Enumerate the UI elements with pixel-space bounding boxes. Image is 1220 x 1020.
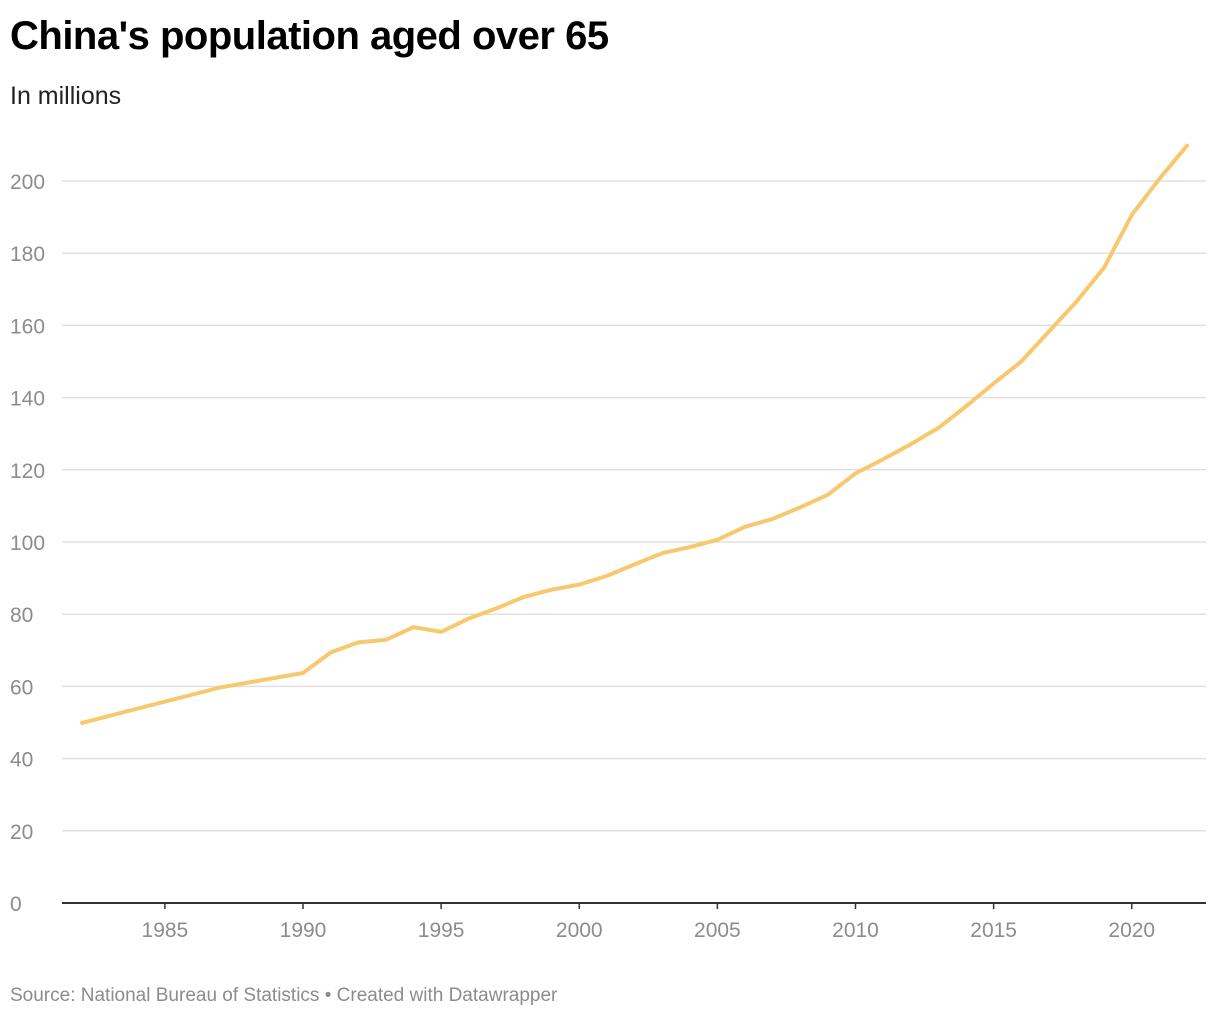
series-line-0 [80,143,1189,725]
chart-subtitle: In millions [10,82,122,110]
x-tick-label-1995: 1995 [418,919,465,942]
source-footer: Source: National Bureau of Statistics • … [10,985,558,1006]
x-axis-labels: 1985 1990 1995 2000 2005 2010 2015 2020 [142,919,1156,942]
y-tick-label-200: 200 [10,171,45,194]
x-tick-label-2020: 2020 [1108,919,1155,942]
chart-title: China's population aged over 65 [10,14,609,58]
line-chart: 0 20 40 60 80 100 120 140 160 180 200 1985 1990 1995… [10,143,1206,942]
y-tick-label-160: 160 [10,315,45,338]
x-tick-label-2010: 2010 [832,919,879,942]
y-tick-label-120: 120 [10,460,45,483]
y-tick-label-180: 180 [10,243,45,266]
y-axis-labels: 0 20 40 60 80 100 120 140 160 180 200 [10,171,45,916]
x-tick-label-2000: 2000 [556,919,603,942]
series-layer [80,143,1189,725]
y-tick-label-100: 100 [10,532,45,555]
y-tick-label-0: 0 [10,893,22,916]
y-tick-label-20: 20 [10,821,33,844]
gridlines [62,180,1206,832]
y-tick-label-140: 140 [10,388,45,411]
x-tick-label-2015: 2015 [970,919,1017,942]
x-tick-label-2005: 2005 [694,919,741,942]
y-tick-label-40: 40 [10,749,33,772]
y-tick-label-60: 60 [10,676,33,699]
x-tick-label-1985: 1985 [142,919,189,942]
y-tick-label-80: 80 [10,604,33,627]
x-tick-label-1990: 1990 [280,919,327,942]
